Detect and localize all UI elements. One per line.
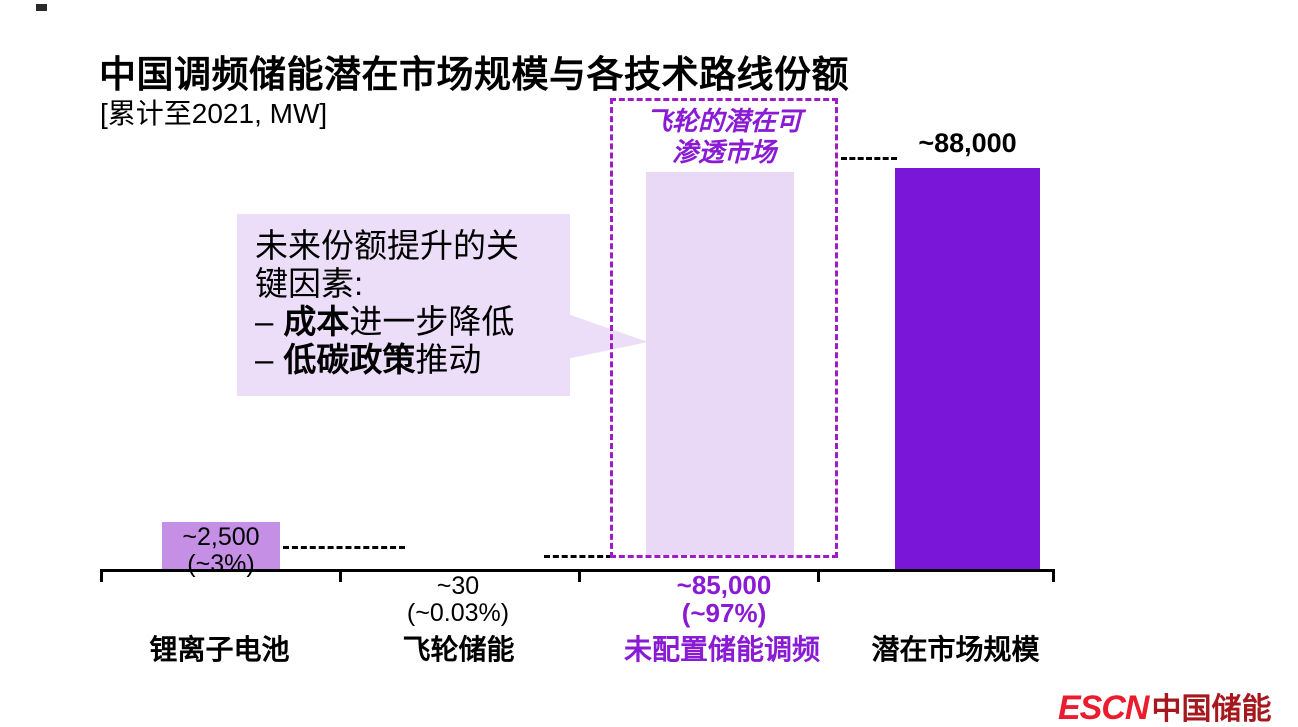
bar-potential [895,168,1040,569]
axis-tick [100,569,103,582]
category-label-potential: 潜在市场规模 [871,634,1040,665]
category-label-flywheel: 飞轮储能 [402,634,515,665]
bar-lithium-label: ~2,500 (~3%) [140,524,302,578]
axis-tick [339,569,342,582]
level-dash-lithium [283,546,405,549]
level-dash-flywheel [544,555,612,558]
bar-unconfigured-label: ~85,000 (~97%) [610,571,838,627]
pct-line: (~97%) [681,598,767,628]
bar-lithium [162,522,280,569]
bar-unconfigured [646,172,794,555]
value-line: ~85,000 [676,570,772,600]
axis-tick [578,569,581,582]
logo-escn-text: ESCN [1058,689,1149,727]
callout-item-bold: 成本 [283,303,350,340]
callout-item-cost: – 成本进一步降低 [255,303,552,341]
flywheel-market-outline [610,98,838,558]
annotation-line: 飞轮的潜在可 [645,106,802,136]
chart-subtitle: [累计至2021, MW] [100,98,328,129]
escn-logo: ESCN 中国储能网 [1058,684,1298,727]
value-line: ~2,500 [182,523,260,551]
callout-item-dash: – [255,341,274,378]
callout-item-rest: 进一步降低 [349,303,515,340]
category-label-unconfigured: 未配置储能调频 [623,634,820,665]
bar-flywheel-label: ~30 (~0.03%) [378,573,538,627]
callout-item-rest: 推动 [415,341,482,378]
annotation-line: 渗透市场 [671,137,776,167]
value-line: ~30 [436,572,480,600]
callout-pointer [562,312,648,360]
axis-tick [817,569,820,582]
callout-box: 未来份额提升的关 键因素: – 成本进一步降低 – 低碳政策推动 [237,214,570,396]
pct-line: (~0.03%) [406,599,510,627]
chart-title: 中国调频储能潜在市场规模与各技术路线份额 [99,54,849,95]
level-dash-top [841,157,897,160]
callout-heading-line1: 未来份额提升的关 [255,227,519,264]
callout-heading-line2: 键因素: [255,265,364,302]
x-axis [100,569,1055,572]
screenshot-artifact [36,4,47,11]
callout-item-bold: 低碳政策 [283,341,416,378]
category-label-lithium: 锂离子电池 [149,634,290,665]
pct-line: (~3%) [187,550,255,578]
logo-cn-text: 中国储能网 [1151,693,1272,726]
axis-tick [1052,569,1055,582]
callout-item-dash: – [255,303,274,340]
bar-potential-value: ~88,000 [918,128,1017,158]
callout-item-policy: – 低碳政策推动 [255,341,552,379]
flywheel-market-annotation: 飞轮的潜在可 渗透市场 [610,106,838,168]
